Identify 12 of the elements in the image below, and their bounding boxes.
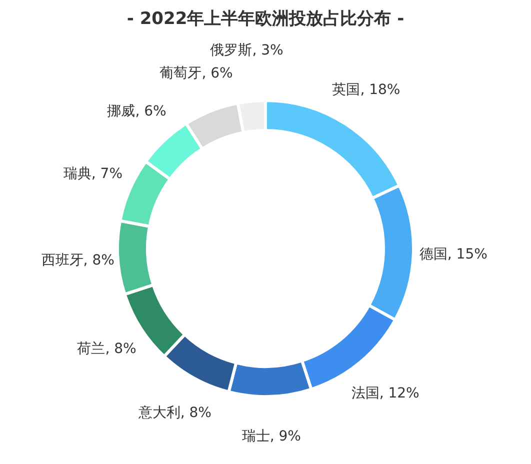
slice-label: 西班牙, 8%	[41, 252, 114, 268]
chart-title: - 2022年上半年欧洲投放占比分布 -	[126, 9, 404, 29]
slice-label: 挪威, 6%	[107, 103, 166, 120]
slice-label: 瑞士, 9%	[242, 428, 301, 444]
slice-label: 德国, 15%	[419, 246, 488, 262]
slice-label: 俄罗斯, 3%	[210, 42, 284, 58]
slice-label: 英国, 18%	[332, 82, 400, 98]
slice-label: 法国, 12%	[351, 385, 420, 402]
slice-label: 葡萄牙, 6%	[160, 66, 233, 82]
slice-label: 荷兰, 8%	[77, 341, 136, 358]
slice-label: 意大利, 8%	[137, 405, 212, 422]
slice-label: 瑞典, 7%	[63, 166, 123, 182]
